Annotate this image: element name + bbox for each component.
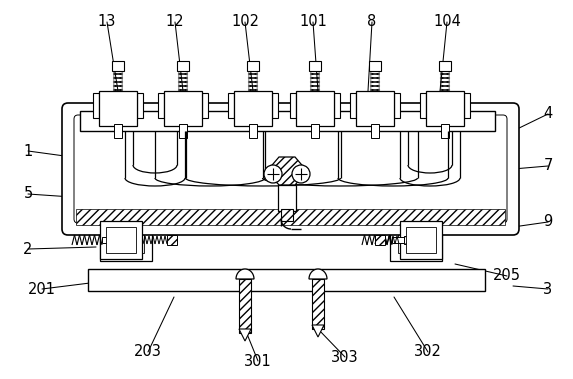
Bar [239,279,251,333]
Polygon shape [239,329,251,341]
Bar [247,61,259,71]
Bar [426,91,464,126]
Bar [100,221,142,259]
Polygon shape [309,269,327,279]
Polygon shape [236,269,254,279]
Text: 9: 9 [543,215,552,230]
Text: 4: 4 [543,106,552,122]
Text: 3: 3 [543,282,552,296]
Bar [76,209,505,225]
Bar [278,185,296,211]
Bar [398,227,434,253]
Bar [80,111,495,131]
Bar [179,124,187,138]
Bar [404,236,412,244]
Bar [99,91,137,126]
Bar [393,222,439,258]
Bar [249,124,257,138]
Bar [228,93,234,118]
Bar [88,269,485,291]
Text: 13: 13 [98,14,116,30]
Bar [236,93,270,124]
Bar [101,93,135,124]
Bar [441,124,449,138]
Bar [350,93,356,118]
Bar [114,236,122,244]
Text: 205: 205 [493,268,521,283]
Text: 104: 104 [433,14,461,30]
Text: 12: 12 [166,14,185,30]
Bar [112,61,124,71]
Bar [406,227,436,253]
Bar [356,91,394,126]
Circle shape [292,165,310,183]
Bar [369,61,381,71]
Text: 303: 303 [331,349,359,365]
Text: 5: 5 [23,186,33,202]
Bar [158,93,164,118]
Polygon shape [267,157,307,185]
FancyBboxPatch shape [74,115,507,223]
Bar [82,113,493,129]
Text: 7: 7 [543,158,553,174]
Bar [167,235,177,245]
Bar [358,93,392,124]
FancyBboxPatch shape [62,103,519,235]
Text: 8: 8 [367,14,376,30]
Bar [177,61,189,71]
Bar [392,237,404,243]
Bar [103,222,149,258]
Bar [202,93,208,118]
Text: 101: 101 [299,14,327,30]
Bar [90,271,483,289]
Bar [334,93,340,118]
Bar [137,93,143,118]
Text: 2: 2 [23,241,33,257]
Bar [312,279,324,329]
Bar [281,209,293,221]
Bar [106,227,136,253]
Bar [114,124,122,138]
Bar [166,93,200,124]
Bar [100,219,152,261]
Bar [93,93,99,118]
Bar [309,61,321,71]
Bar [371,124,379,138]
Bar [102,237,114,243]
Bar [103,224,139,256]
Bar [164,91,202,126]
Bar [298,93,332,124]
Text: 1: 1 [23,144,33,158]
Text: 203: 203 [134,345,162,360]
Bar [296,91,334,126]
Bar [108,227,144,253]
Text: 301: 301 [244,354,272,368]
Bar [272,93,278,118]
Circle shape [264,165,282,183]
Bar [400,221,442,259]
Polygon shape [312,325,324,337]
Bar [439,61,451,71]
Bar [420,93,426,118]
Text: 302: 302 [414,345,442,360]
Bar [403,224,439,256]
Bar [375,235,385,245]
Bar [311,124,319,138]
Text: 201: 201 [28,282,56,296]
Bar [234,91,272,126]
Text: 102: 102 [231,14,259,30]
Bar [394,93,400,118]
Bar [464,93,470,118]
Bar [390,219,442,261]
Bar [428,93,462,124]
Bar [290,93,296,118]
